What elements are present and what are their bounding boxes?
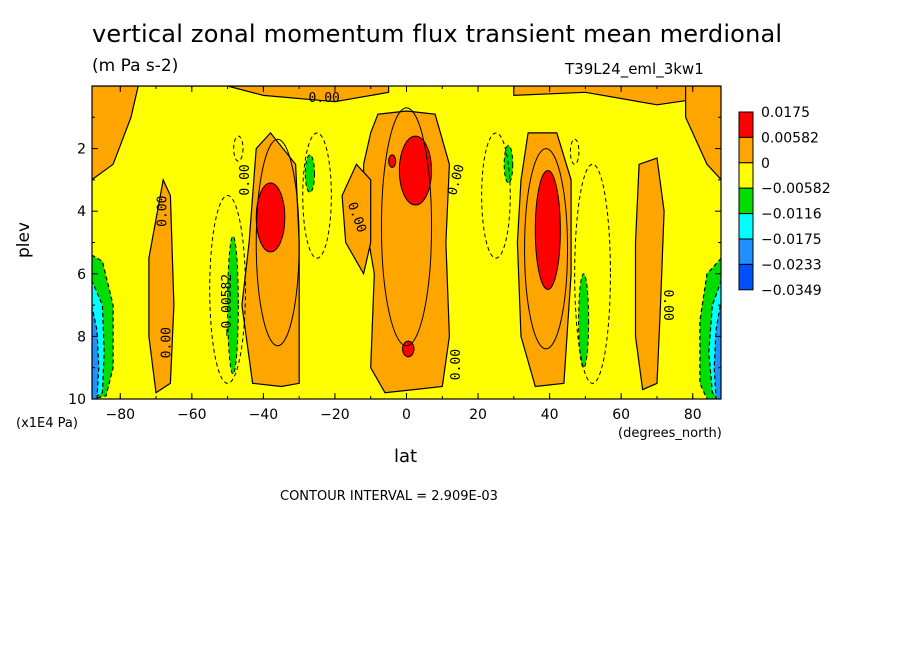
dashed-contour-nm50 xyxy=(574,163,611,384)
chart-title: vertical zonal momentum flux transient m… xyxy=(92,20,783,48)
y-tick-label: 4 xyxy=(77,204,86,220)
contour-interval-note: CONTOUR INTERVAL = 2.909E-03 xyxy=(280,489,498,504)
x-axis-unit: (degrees_north) xyxy=(618,426,722,441)
x-tick-label: 80 xyxy=(684,407,702,423)
legend-label: −0.0233 xyxy=(761,257,822,273)
red-core-eq-top xyxy=(398,135,433,206)
green-patch-sm27 xyxy=(304,154,316,193)
x-axis-label: lat xyxy=(394,446,418,467)
y-axis-unit: (x1E4 Pa) xyxy=(16,416,78,431)
y-tick-label: 10 xyxy=(68,392,86,408)
inner-contour-sm40 xyxy=(255,138,300,347)
legend-label: −0.00582 xyxy=(761,181,831,197)
contour-label: 0.00 xyxy=(660,289,675,320)
y-tick-label: 6 xyxy=(77,267,86,283)
contour-label: 0.00 xyxy=(309,91,340,106)
y-tick-label: 8 xyxy=(77,329,86,345)
legend-swatch xyxy=(738,187,754,215)
dashed-contour-nm28 xyxy=(481,132,511,259)
orange-column-sm70 xyxy=(148,177,175,394)
contour-label: −0.00582 xyxy=(220,274,235,337)
contour-label: 0.00 xyxy=(449,349,464,380)
chart-units: (m Pa s-2) xyxy=(92,56,179,76)
legend-label: 0.0175 xyxy=(761,105,810,121)
dashed-contour-sm28 xyxy=(302,132,332,259)
orange-top-band-west xyxy=(92,86,390,103)
orange-column-nm70 xyxy=(634,157,665,391)
blue-polar-south xyxy=(92,304,100,399)
dashed-contour-sm50 xyxy=(209,195,246,384)
inner-contour-eq xyxy=(380,107,433,347)
x-tick-label: 20 xyxy=(469,407,487,423)
legend-swatch xyxy=(738,111,754,138)
contour-label: 0.00 xyxy=(159,327,174,358)
legend-label: −0.0175 xyxy=(761,232,822,248)
contour-label: 0.00 xyxy=(238,164,253,195)
legend-label: 0.00582 xyxy=(761,130,819,146)
legend-label: 0 xyxy=(761,156,770,172)
red-dot-eq-upper xyxy=(388,154,397,168)
x-tick-label: −60 xyxy=(177,407,207,423)
legend-swatch xyxy=(738,213,754,240)
dataset-label: T39L24_eml_3kw1 xyxy=(565,60,704,78)
x-tick-label: −40 xyxy=(249,407,279,423)
green-patch-nm49 xyxy=(578,273,590,369)
green-patch-sm50 xyxy=(227,235,239,375)
dashed-contour-sm47-top xyxy=(233,135,244,162)
dashed-contour-nm60-top xyxy=(569,138,580,165)
red-core-sm40 xyxy=(255,182,286,253)
y-axis-label: plev xyxy=(14,221,34,258)
orange-polar-north-top xyxy=(684,86,721,181)
legend-swatch xyxy=(738,162,754,189)
contour-label: 0.00 xyxy=(156,196,171,227)
x-tick-label: 60 xyxy=(612,407,630,423)
blue-polar-north xyxy=(713,298,721,399)
orange-tail-eq-west xyxy=(341,163,372,276)
inner-contour-nm40 xyxy=(524,148,569,350)
legend-label: −0.0116 xyxy=(761,207,822,223)
orange-polar-south-top xyxy=(92,86,139,181)
orange-column-sm40 xyxy=(241,131,300,388)
legend-swatch xyxy=(738,238,754,265)
x-tick-label: 0 xyxy=(402,407,411,423)
x-tick-label: 40 xyxy=(541,407,559,423)
y-tick-label: 2 xyxy=(77,142,86,158)
legend-swatch xyxy=(738,263,754,291)
orange-top-band-east xyxy=(513,86,721,106)
x-tick-label: −20 xyxy=(320,407,350,423)
red-core-nm40 xyxy=(534,170,561,290)
x-tick-label: −80 xyxy=(105,407,135,423)
legend-label: −0.0349 xyxy=(761,283,822,299)
red-dot-eq-lower xyxy=(402,340,415,358)
legend-swatch xyxy=(738,136,754,164)
